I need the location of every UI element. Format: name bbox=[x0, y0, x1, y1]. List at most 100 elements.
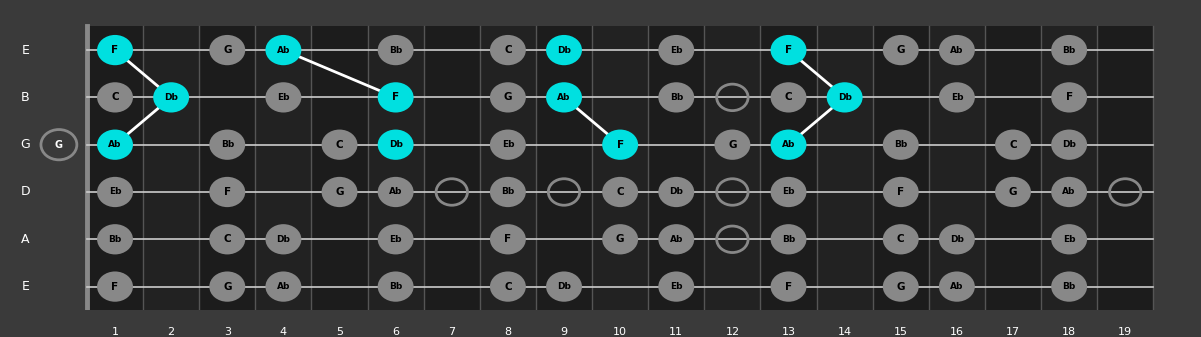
Bar bbox=[985, 26, 1041, 310]
Text: Eb: Eb bbox=[951, 93, 963, 102]
Circle shape bbox=[939, 224, 975, 254]
Bar bbox=[480, 26, 536, 310]
Text: Ab: Ab bbox=[276, 282, 291, 291]
Circle shape bbox=[1051, 129, 1087, 160]
Circle shape bbox=[658, 82, 694, 113]
Circle shape bbox=[771, 82, 807, 113]
Text: 1: 1 bbox=[112, 327, 119, 337]
Text: Bb: Bb bbox=[389, 45, 402, 55]
Circle shape bbox=[939, 82, 975, 113]
Text: B: B bbox=[20, 91, 30, 104]
Text: 17: 17 bbox=[1006, 327, 1020, 337]
Text: G: G bbox=[728, 140, 736, 150]
Circle shape bbox=[1051, 272, 1087, 302]
Circle shape bbox=[97, 224, 133, 254]
Text: C: C bbox=[504, 282, 512, 292]
Text: Db: Db bbox=[1062, 140, 1076, 149]
Circle shape bbox=[377, 82, 413, 113]
Circle shape bbox=[715, 129, 751, 160]
Bar bbox=[199, 26, 256, 310]
Bar bbox=[1098, 26, 1153, 310]
Text: 2: 2 bbox=[168, 327, 174, 337]
Circle shape bbox=[97, 35, 133, 65]
Text: F: F bbox=[616, 140, 623, 150]
Text: Ab: Ab bbox=[108, 140, 121, 149]
Circle shape bbox=[883, 129, 919, 160]
Circle shape bbox=[377, 272, 413, 302]
Text: G: G bbox=[335, 187, 343, 197]
Circle shape bbox=[265, 224, 301, 254]
Text: Bb: Bb bbox=[389, 282, 402, 291]
Circle shape bbox=[658, 272, 694, 302]
Circle shape bbox=[490, 35, 526, 65]
Text: G: G bbox=[896, 282, 906, 292]
Circle shape bbox=[658, 177, 694, 207]
Bar bbox=[536, 26, 592, 310]
Circle shape bbox=[490, 177, 526, 207]
Text: Eb: Eb bbox=[670, 45, 682, 55]
Text: Bb: Bb bbox=[501, 187, 514, 196]
Circle shape bbox=[996, 177, 1030, 207]
Circle shape bbox=[377, 129, 413, 160]
Text: 14: 14 bbox=[837, 327, 852, 337]
Bar bbox=[928, 26, 985, 310]
Circle shape bbox=[602, 129, 638, 160]
Text: Ab: Ab bbox=[950, 282, 963, 291]
Text: 6: 6 bbox=[393, 327, 399, 337]
Text: Ab: Ab bbox=[782, 140, 795, 149]
Text: G: G bbox=[20, 138, 30, 151]
Text: Eb: Eb bbox=[389, 235, 402, 244]
Text: 12: 12 bbox=[725, 327, 740, 337]
Circle shape bbox=[771, 129, 807, 160]
Text: C: C bbox=[504, 45, 512, 55]
Text: Db: Db bbox=[165, 93, 178, 102]
Text: F: F bbox=[223, 187, 231, 197]
Circle shape bbox=[826, 82, 862, 113]
Bar bbox=[311, 26, 368, 310]
Text: Db: Db bbox=[557, 45, 570, 55]
Circle shape bbox=[771, 177, 807, 207]
Circle shape bbox=[265, 35, 301, 65]
Text: Ab: Ab bbox=[950, 45, 963, 55]
Circle shape bbox=[97, 129, 133, 160]
Text: Bb: Bb bbox=[782, 235, 795, 244]
Circle shape bbox=[546, 35, 582, 65]
Bar bbox=[424, 26, 480, 310]
Text: F: F bbox=[785, 282, 793, 292]
Circle shape bbox=[490, 82, 526, 113]
Text: Db: Db bbox=[276, 235, 291, 244]
Circle shape bbox=[658, 35, 694, 65]
Text: Ab: Ab bbox=[276, 45, 291, 55]
Circle shape bbox=[602, 177, 638, 207]
Text: 3: 3 bbox=[223, 327, 231, 337]
Circle shape bbox=[265, 272, 301, 302]
Circle shape bbox=[658, 224, 694, 254]
Circle shape bbox=[546, 272, 582, 302]
Text: C: C bbox=[616, 187, 625, 197]
Text: A: A bbox=[20, 233, 30, 246]
Text: F: F bbox=[504, 234, 512, 244]
Text: 8: 8 bbox=[504, 327, 512, 337]
Circle shape bbox=[883, 272, 919, 302]
Text: Eb: Eb bbox=[670, 282, 682, 291]
Bar bbox=[143, 26, 199, 310]
Text: Eb: Eb bbox=[782, 187, 795, 196]
Text: E: E bbox=[22, 43, 29, 57]
Text: 9: 9 bbox=[561, 327, 568, 337]
Bar bbox=[704, 26, 760, 310]
Text: Ab: Ab bbox=[670, 235, 683, 244]
Text: F: F bbox=[1065, 92, 1072, 102]
Circle shape bbox=[1051, 82, 1087, 113]
Circle shape bbox=[322, 129, 358, 160]
Text: F: F bbox=[785, 45, 793, 55]
Circle shape bbox=[209, 177, 245, 207]
Circle shape bbox=[377, 224, 413, 254]
Circle shape bbox=[883, 177, 919, 207]
Text: Bb: Bb bbox=[1063, 282, 1076, 291]
Circle shape bbox=[209, 129, 245, 160]
Circle shape bbox=[265, 82, 301, 113]
Text: C: C bbox=[336, 140, 343, 150]
Circle shape bbox=[209, 272, 245, 302]
Bar bbox=[592, 26, 649, 310]
Bar bbox=[1041, 26, 1098, 310]
